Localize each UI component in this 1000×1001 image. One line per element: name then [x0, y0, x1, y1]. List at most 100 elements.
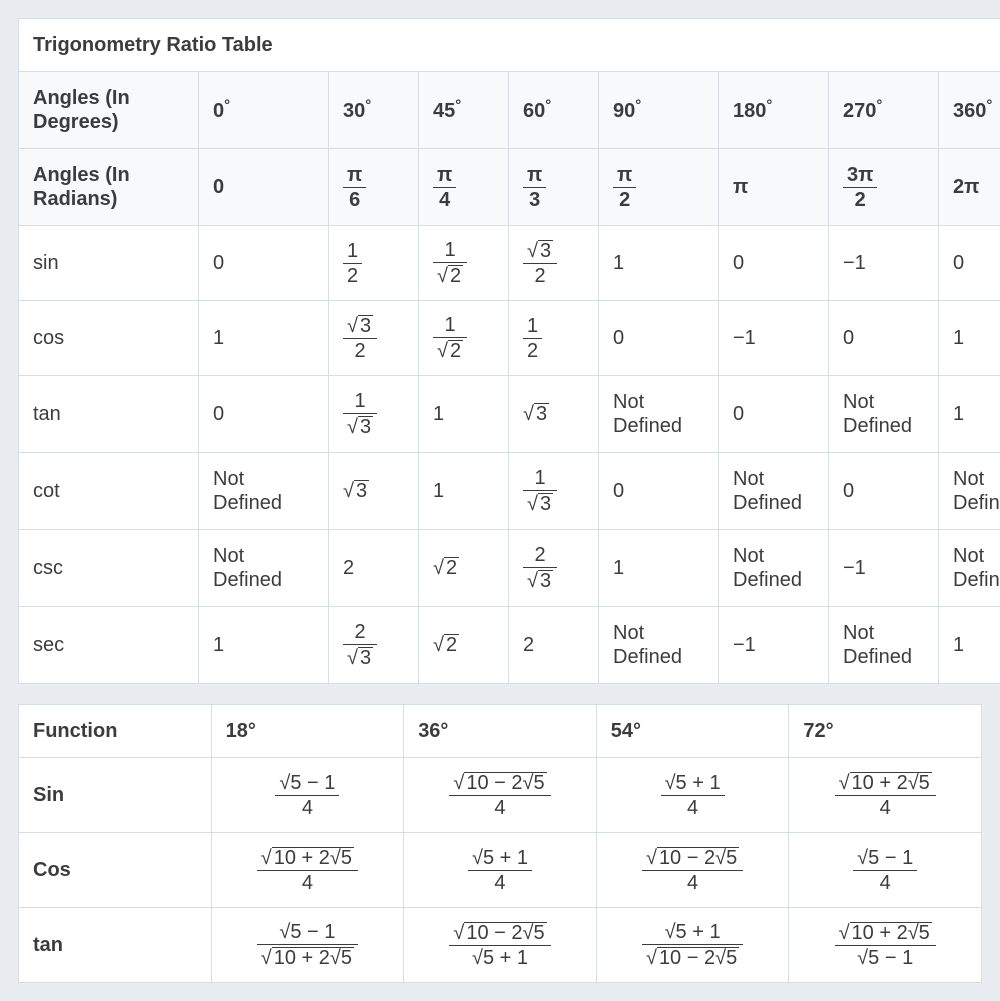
trig-value: 32: [329, 301, 419, 376]
trig-value: 2: [329, 530, 419, 607]
row-label: Angles (In Degrees): [19, 72, 199, 149]
trig-value: Not Defined: [199, 530, 329, 607]
trig-value: √5 − 14: [789, 833, 982, 908]
trig-value: 1: [419, 453, 509, 530]
angle-deg: 360: [939, 72, 1000, 149]
angle-rad: π4: [419, 149, 509, 226]
angle-deg: 180: [719, 72, 829, 149]
column-header: 36°: [404, 705, 597, 758]
trig-value: 1: [599, 226, 719, 301]
trig-value: 12: [419, 301, 509, 376]
trig-value: −1: [829, 530, 939, 607]
angle-deg: 270: [829, 72, 939, 149]
trig-value: 0: [599, 301, 719, 376]
angle-deg: 0: [199, 72, 329, 149]
table-title-row: Trigonometry Ratio Table: [19, 19, 1000, 72]
angle-rad: π2: [599, 149, 719, 226]
trig-value: √5 + 14: [596, 758, 789, 833]
trig-value: 0: [829, 301, 939, 376]
trig-value: 0: [199, 376, 329, 453]
trig-value: 0: [829, 453, 939, 530]
row-label: Sin: [19, 758, 212, 833]
row-label: cot: [19, 453, 199, 530]
angle-deg: 45: [419, 72, 509, 149]
trig-value: 23: [329, 607, 419, 684]
trig-value: 0: [719, 226, 829, 301]
column-header: 18°: [211, 705, 404, 758]
trig-value: Not Defined: [939, 453, 1000, 530]
angle-rad: 3π2: [829, 149, 939, 226]
trig-value: 1: [939, 607, 1000, 684]
trig-value: 0: [199, 226, 329, 301]
row-label: Cos: [19, 833, 212, 908]
trig-value: 2: [419, 530, 509, 607]
trig-value: 12: [329, 226, 419, 301]
row-label: sec: [19, 607, 199, 684]
trig-value: Not Defined: [829, 376, 939, 453]
trig-value: −1: [719, 607, 829, 684]
trig-value: Not Defined: [719, 530, 829, 607]
table-row: sin012123210−10: [19, 226, 1000, 301]
trig-value: 2: [419, 607, 509, 684]
table2-header-row: Function 18° 36° 54° 72°: [19, 705, 982, 758]
table-title: Trigonometry Ratio Table: [19, 19, 1000, 72]
trig-value: −1: [719, 301, 829, 376]
trig-value: Not Defined: [199, 453, 329, 530]
trig-value: 0: [599, 453, 719, 530]
angle-deg: 90: [599, 72, 719, 149]
trig-value: √5 + 110 − 2√5: [596, 908, 789, 983]
angle-rad: π3: [509, 149, 599, 226]
trig-value: −1: [829, 226, 939, 301]
trig-value: √5 − 14: [211, 758, 404, 833]
row-label: tan: [19, 376, 199, 453]
special-angles-table: Function 18° 36° 54° 72° Sin√5 − 1410 − …: [18, 704, 982, 983]
trig-value: 10 + 2√54: [789, 758, 982, 833]
table-row: Cos10 + 2√54√5 + 1410 − 2√54√5 − 14: [19, 833, 982, 908]
angle-rad: π: [719, 149, 829, 226]
trig-value: 10 − 2√5√5 + 1: [404, 908, 597, 983]
trig-value: 13: [329, 376, 419, 453]
trig-value: 0: [939, 226, 1000, 301]
angle-deg: 30: [329, 72, 419, 149]
row-label: Angles (In Radians): [19, 149, 199, 226]
trig-value: 23: [509, 530, 599, 607]
table-row: Sin√5 − 1410 − 2√54√5 + 1410 + 2√54: [19, 758, 982, 833]
trig-value: 1: [939, 301, 1000, 376]
trig-value: 12: [419, 226, 509, 301]
table-row: cos13212120−101: [19, 301, 1000, 376]
row-label: cos: [19, 301, 199, 376]
radians-row: Angles (In Radians) 0 π6 π4 π3 π2 π 3π2 …: [19, 149, 1000, 226]
table-row: cscNot Defined22231Not Defined−1Not Defi…: [19, 530, 1000, 607]
column-header: Function: [19, 705, 212, 758]
trig-value: 13: [509, 453, 599, 530]
trig-value: 10 − 2√54: [596, 833, 789, 908]
trig-value: 1: [199, 301, 329, 376]
table-row: sec12322Not Defined−1Not Defined1: [19, 607, 1000, 684]
degrees-row: Angles (In Degrees) 0 30 45 60 90 180 27…: [19, 72, 1000, 149]
trig-value: 1: [199, 607, 329, 684]
trig-value: 1: [599, 530, 719, 607]
trig-value: √5 + 14: [404, 833, 597, 908]
row-label: tan: [19, 908, 212, 983]
row-label: sin: [19, 226, 199, 301]
trig-value: 1: [939, 376, 1000, 453]
table-row: tan√5 − 110 + 2√510 − 2√5√5 + 1√5 + 110 …: [19, 908, 982, 983]
trig-value: Not Defined: [599, 376, 719, 453]
angle-deg: 60: [509, 72, 599, 149]
column-header: 72°: [789, 705, 982, 758]
trig-value: 2: [509, 607, 599, 684]
angle-rad: π6: [329, 149, 419, 226]
trig-value: 10 − 2√54: [404, 758, 597, 833]
trig-value: Not Defined: [829, 607, 939, 684]
trig-value: 32: [509, 226, 599, 301]
trig-ratio-table: Trigonometry Ratio Table Angles (In Degr…: [18, 18, 1000, 684]
column-header: 54°: [596, 705, 789, 758]
trig-value: Not Defined: [599, 607, 719, 684]
trig-value: 12: [509, 301, 599, 376]
table-row: cotNot Defined31130Not Defined0Not Defin…: [19, 453, 1000, 530]
row-label: csc: [19, 530, 199, 607]
angle-rad: 0: [199, 149, 329, 226]
trig-value: Not Defined: [719, 453, 829, 530]
trig-value: 3: [509, 376, 599, 453]
trig-value: 10 + 2√5√5 − 1: [789, 908, 982, 983]
